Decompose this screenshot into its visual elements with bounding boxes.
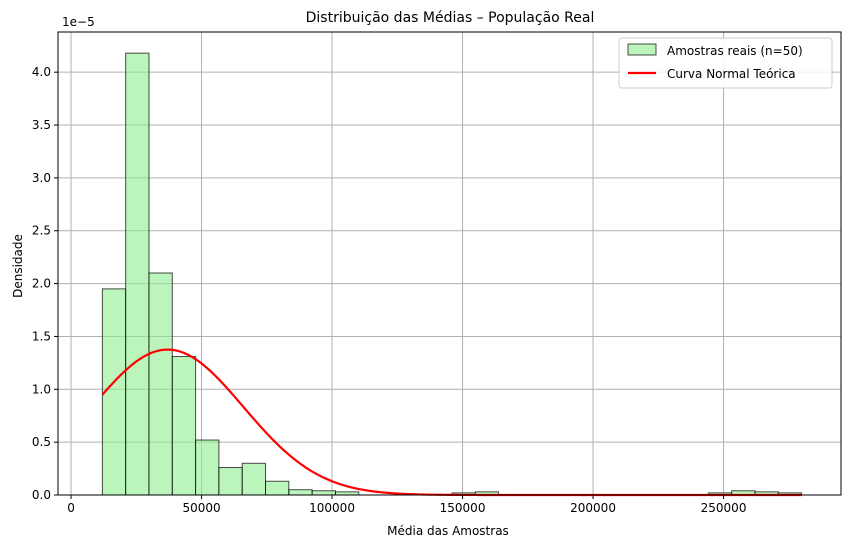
x-tick-label: 100000 (309, 501, 355, 515)
y-offset-text: 1e−5 (62, 15, 95, 29)
y-tick-label: 2.0 (32, 277, 51, 291)
chart-title: Distribuição das Médias – População Real (306, 10, 595, 26)
histogram-bar (148, 272, 173, 496)
histogram-bar (241, 462, 267, 496)
y-tick-label: 4.0 (32, 65, 51, 79)
x-tick-label: 150000 (440, 501, 486, 515)
y-tick-label: 3.0 (32, 171, 51, 185)
x-tick-label: 200000 (570, 501, 616, 515)
legend-histogram-swatch (627, 43, 657, 56)
legend-histogram-label: Amostras reais (n=50) (667, 44, 803, 58)
histogram-bars (101, 52, 803, 496)
legend: Amostras reais (n=50) Curva Normal Teóri… (618, 37, 833, 89)
legend-curve-label: Curva Normal Teórica (667, 67, 796, 81)
histogram-bar (265, 480, 290, 496)
y-axis-label: Densidade (11, 234, 25, 298)
histogram-bar (195, 439, 220, 496)
histogram-bar (171, 356, 197, 496)
histogram-bar (218, 467, 243, 496)
legend-box (618, 37, 833, 89)
x-axis-ticks: 0 50000 100000 150000 200000 250000 (67, 495, 746, 515)
y-tick-label: 1.0 (32, 382, 51, 396)
y-tick-label: 3.5 (32, 118, 51, 132)
plot-frame (57, 31, 842, 496)
y-tick-label: 0.0 (32, 488, 51, 502)
x-tick-label: 250000 (701, 501, 747, 515)
histogram-bar (311, 490, 336, 496)
histogram-bar (288, 489, 313, 496)
histogram-bar (125, 52, 150, 496)
y-tick-label: 1.5 (32, 329, 51, 343)
x-axis-label: Média das Amostras (387, 524, 509, 538)
y-tick-label: 2.5 (32, 224, 51, 238)
x-tick-label: 50000 (182, 501, 220, 515)
x-tick-label: 0 (67, 501, 75, 515)
y-tick-label: 0.5 (32, 435, 51, 449)
y-axis-ticks: 0.0 0.5 1.0 1.5 2.0 2.5 3.0 3.5 4.0 (32, 65, 58, 502)
